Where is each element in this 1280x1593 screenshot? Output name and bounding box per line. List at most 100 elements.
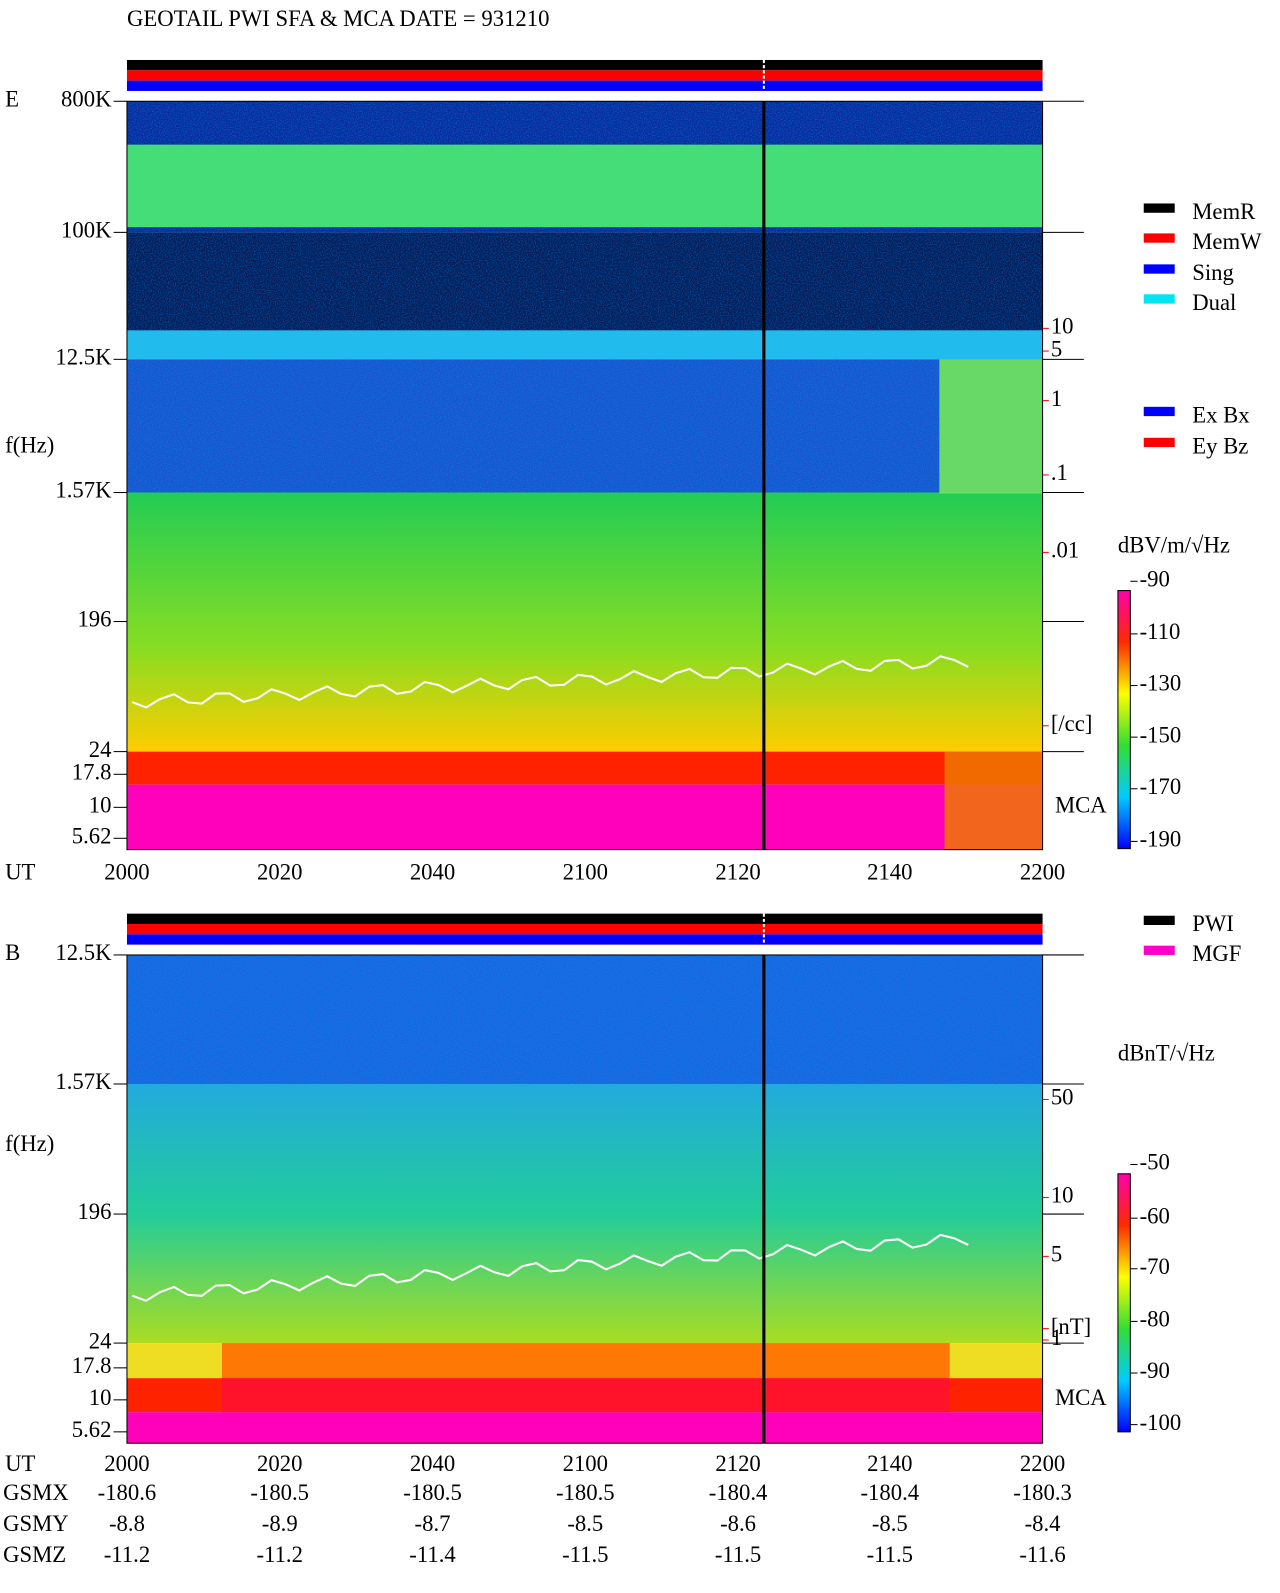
orbit-value: -11.2 <box>104 1542 150 1567</box>
time-tick-label: 2200 <box>1020 860 1065 885</box>
orbit-value: -180.5 <box>403 1480 462 1505</box>
red-scale-label: .1 <box>1051 460 1068 485</box>
freq-tick-label: 1.57K <box>55 478 112 503</box>
legend-swatch <box>1143 945 1175 955</box>
orbit-value: -8.9 <box>262 1511 298 1536</box>
freq-tick-label: 24 <box>89 737 112 762</box>
spectrogram-band <box>126 751 1043 785</box>
time-tick-label: 2100 <box>563 1451 608 1476</box>
colorbar-tick-label: -70 <box>1140 1254 1170 1279</box>
legend-label: MemR <box>1192 199 1256 224</box>
time-tick-label: 2140 <box>867 860 912 885</box>
spectrogram-band <box>126 1412 1043 1444</box>
time-tick-label: 2200 <box>1020 1451 1065 1476</box>
orbit-label: GSMY <box>3 1511 69 1536</box>
status-bar <box>126 80 1043 91</box>
red-scale-label: [nT] <box>1051 1314 1091 1339</box>
spectrogram-noise <box>126 232 1043 331</box>
mca-label: MCA <box>1055 1385 1107 1410</box>
freq-tick-label: 800K <box>61 86 112 111</box>
spectrogram-region <box>221 1343 950 1379</box>
spectrogram-region <box>939 359 1043 494</box>
legend-label: Ey Bz <box>1192 433 1248 458</box>
spectrogram-band <box>126 1083 1043 1344</box>
red-scale-label: 10 <box>1051 1183 1074 1208</box>
legend-label: MemW <box>1192 229 1262 254</box>
colorbar-tick-label: -60 <box>1140 1203 1170 1228</box>
orbit-value: -11.5 <box>562 1542 608 1567</box>
orbit-value: -8.8 <box>109 1511 145 1536</box>
unit-label: dBV/m/√Hz <box>1118 532 1230 557</box>
time-tick-label: 2120 <box>715 860 760 885</box>
colorbar-tick-label: -90 <box>1140 566 1170 591</box>
red-scale-label: 50 <box>1051 1085 1074 1110</box>
spectrogram-band <box>126 492 1043 752</box>
orbit-label: GSMX <box>3 1480 69 1505</box>
legend-label: MGF <box>1192 941 1241 966</box>
orbit-value: -11.6 <box>1019 1542 1065 1567</box>
colorbar <box>1117 590 1131 850</box>
legend-swatch <box>1143 294 1175 304</box>
orbit-value: -180.5 <box>556 1480 615 1505</box>
time-tick-label: 2000 <box>104 1451 149 1476</box>
plot-frame <box>126 954 1044 1444</box>
spectrogram-noise <box>126 954 1043 1084</box>
freq-tick-label: 196 <box>77 607 111 632</box>
spectrogram-band <box>126 144 1043 228</box>
orbit-value: -8.7 <box>415 1511 451 1536</box>
colorbar-tick-label: -90 <box>1140 1358 1170 1383</box>
freq-tick-label: 5.62 <box>72 1417 112 1442</box>
orbit-value: -11.2 <box>257 1542 303 1567</box>
panel-label: E <box>5 86 19 111</box>
red-scale-label: 5 <box>1051 336 1062 361</box>
trace <box>131 1233 969 1302</box>
panel-label: B <box>5 940 20 965</box>
red-scale-label: 10 <box>1051 314 1074 339</box>
orbit-value: -11.5 <box>867 1542 913 1567</box>
red-scale-label: 5 <box>1051 1242 1062 1267</box>
time-tick-label: 2000 <box>104 860 149 885</box>
time-tick-label: 2040 <box>410 860 455 885</box>
freq-tick-label: 17.8 <box>72 760 112 785</box>
legend-label: Sing <box>1192 260 1234 285</box>
legend-swatch <box>1143 264 1175 274</box>
freq-tick-label: 17.8 <box>72 1353 112 1378</box>
freq-tick-label: 10 <box>89 793 112 818</box>
red-scale-label: 1 <box>1051 386 1062 411</box>
status-bar <box>126 923 1043 935</box>
unit-label: dBnT/√Hz <box>1118 1040 1215 1065</box>
red-scale-label: 1 <box>1051 1325 1062 1350</box>
legend-swatch <box>1143 437 1175 448</box>
trace <box>131 655 969 709</box>
time-tick-label: 2020 <box>257 1451 302 1476</box>
spectrogram-region <box>944 751 1043 850</box>
legend-swatch <box>1143 915 1175 926</box>
time-tick-label: 2020 <box>257 860 302 885</box>
freq-tick-label: 24 <box>89 1328 112 1353</box>
spectrogram-band <box>126 330 1043 360</box>
orbit-label: GSMZ <box>3 1542 66 1567</box>
orbit-value: -8.6 <box>720 1511 756 1536</box>
freq-tick-label: 12.5K <box>55 345 112 370</box>
status-bar <box>126 70 1043 81</box>
colorbar-tick-label: -100 <box>1140 1410 1182 1435</box>
colorbar-tick-label: -50 <box>1140 1150 1170 1175</box>
orbit-value: -8.5 <box>872 1511 908 1536</box>
legend-swatch <box>1143 406 1175 417</box>
colorbar <box>1117 1173 1131 1433</box>
orbit-value: -8.5 <box>567 1511 603 1536</box>
freq-tick-label: 5.62 <box>72 824 112 849</box>
freq-tick-label: 100K <box>61 218 112 243</box>
orbit-value: -11.5 <box>715 1542 761 1567</box>
status-bar <box>126 59 1043 71</box>
red-scale-label: [/cc] <box>1051 711 1093 736</box>
colorbar-tick-label: -110 <box>1140 619 1181 644</box>
legend-swatch <box>1143 233 1175 243</box>
colorbar-tick-label: -130 <box>1140 671 1182 696</box>
time-tick-label: 2040 <box>410 1451 455 1476</box>
freq-tick-label: 12.5K <box>55 940 112 965</box>
legend-label: Dual <box>1192 290 1236 315</box>
mca-label: MCA <box>1055 793 1107 818</box>
